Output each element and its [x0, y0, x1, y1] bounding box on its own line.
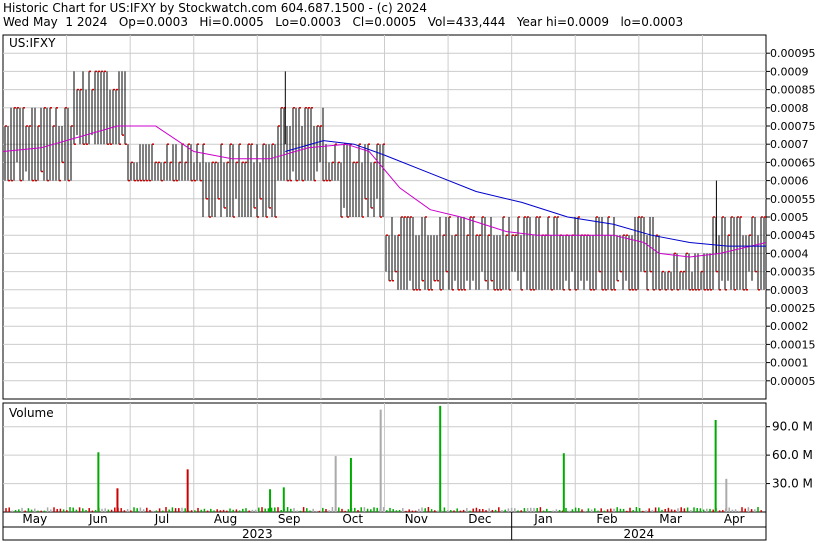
price-tick-label: 0.00075 [770, 120, 816, 133]
price-tick-label: 0.0004 [770, 247, 809, 260]
month-tick-label: Sep [278, 512, 301, 526]
price-tick-label: 0.00045 [770, 229, 816, 242]
price-tick-label: 0.0009 [770, 65, 809, 78]
price-tick-label: 0.00005 [770, 375, 816, 388]
ma-short-line [2, 125, 767, 258]
month-tick-label: Aug [214, 512, 237, 526]
month-tick-label: May [22, 512, 47, 526]
month-tick-label: Nov [405, 512, 428, 526]
price-tick-label: 0.00025 [770, 302, 816, 315]
price-tick-label: 0.0001 [770, 357, 809, 370]
price-tick-label: 0.0002 [770, 320, 809, 333]
volume-tick-label: 60.0 M [772, 448, 813, 462]
price-tick-label: 0.00015 [770, 338, 816, 351]
month-tick-label: Apr [724, 512, 745, 526]
volume-bars [5, 405, 762, 512]
year-label: 2024 [624, 527, 655, 541]
grid-lines [3, 35, 766, 512]
moving-averages [2, 125, 767, 258]
month-tick-label: Mar [659, 512, 682, 526]
price-panel-label: US:IFXY [9, 36, 56, 50]
price-tick-label: 0.0005 [770, 211, 809, 224]
month-tick-label: Jun [88, 512, 108, 526]
price-tick-label: 0.00035 [770, 266, 816, 279]
chart-header-title: Historic Chart for US:IFXY by Stockwatch… [3, 1, 428, 15]
month-tick-label: Dec [468, 512, 491, 526]
price-tick-label: 0.0006 [770, 175, 809, 188]
volume-tick-label: 90.0 M [772, 420, 813, 434]
chart-header-quote: Wed May 1 2024 Op=0.0003 Hi=0.0005 Lo=0.… [3, 15, 684, 29]
price-tick-label: 0.0008 [770, 102, 809, 115]
price-tick-label: 0.0007 [770, 138, 809, 151]
axis-labels: 0.00095 0.0009 0.00085 0.0008 0.00075 0.0007 0… [22, 47, 815, 541]
price-tick-label: 0.0003 [770, 284, 809, 297]
month-tick-label: Jul [154, 512, 169, 526]
price-tick-label: 0.00055 [770, 193, 816, 206]
month-tick-label: Oct [342, 512, 363, 526]
volume-tick-label: 30.0 M [772, 477, 813, 491]
month-tick-label: Jan [533, 512, 553, 526]
ma-long-line [285, 140, 766, 247]
price-tick-label: 0.00085 [770, 84, 816, 97]
month-tick-label: Feb [596, 512, 617, 526]
price-tick-label: 0.00065 [770, 156, 816, 169]
price-tick-label: 0.00095 [770, 47, 816, 60]
volume-panel-label: Volume [9, 406, 54, 420]
year-label: 2023 [242, 527, 273, 541]
